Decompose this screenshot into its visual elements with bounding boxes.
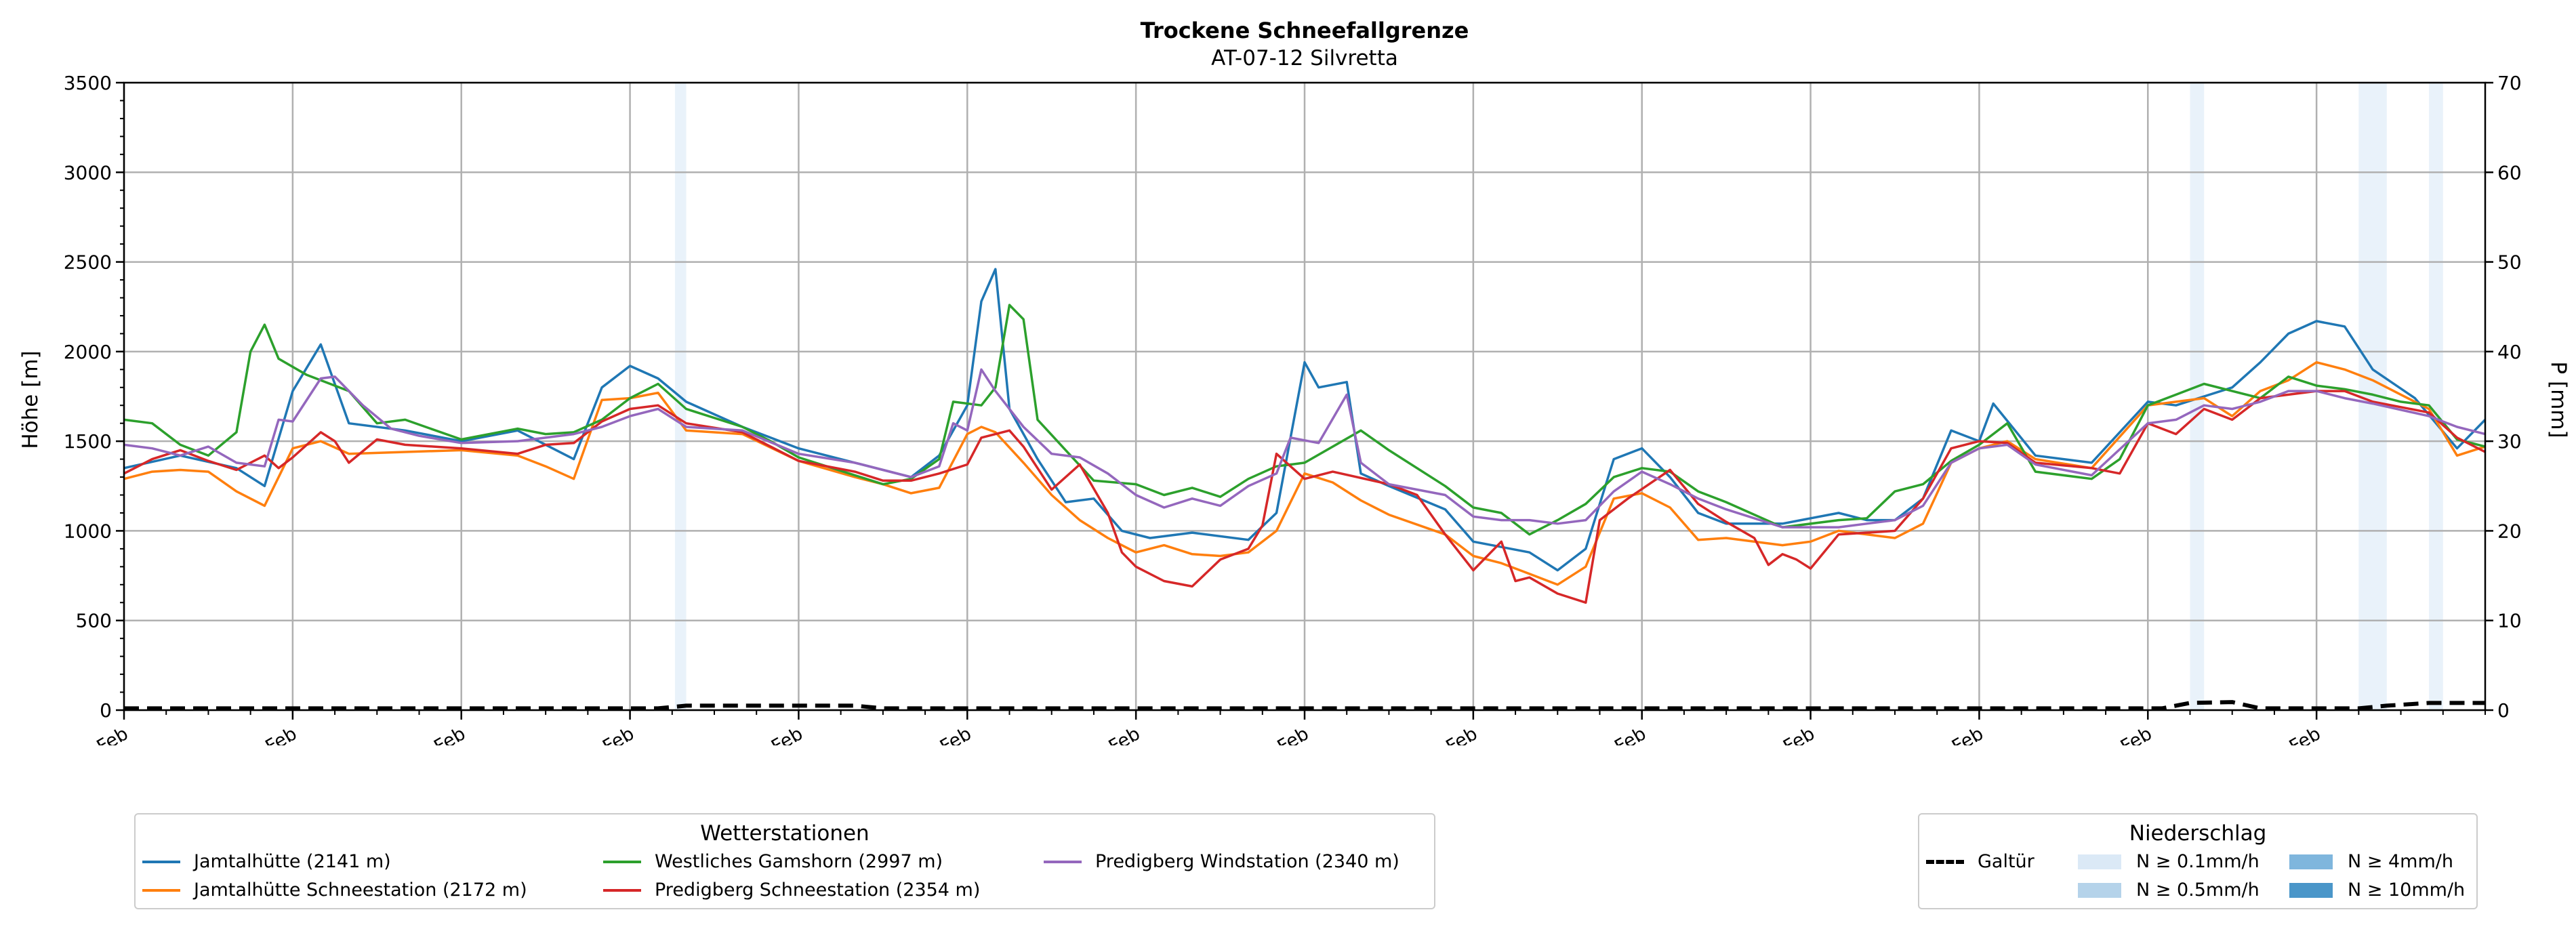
legend-item-jamtalhuette-schneestation: Jamtalhütte Schneestation (2172 m) (142, 880, 527, 901)
legend-item-westliches-gamshorn: Westliches Gamshorn (2997 m) (603, 851, 943, 872)
y2-tick-label: 60 (2497, 161, 2522, 184)
x-tick-label: 06.Feb12:00 (574, 723, 648, 745)
legend-swatch (1926, 859, 1964, 864)
legend-label: Predigberg Schneestation (2354 m) (655, 880, 981, 901)
stations-legend: Wetterstationen Jamtalhütte (2141 m) Jam… (134, 813, 1435, 909)
series-line (123, 304, 2486, 536)
x-tick-label: 08.Feb00:00 (1080, 723, 1154, 745)
y-tick-label: 1000 (64, 520, 112, 542)
legend-item-precip-01: N ≥ 0.1mm/h (2078, 851, 2260, 872)
y-tick-label: 2500 (64, 251, 112, 274)
y-tick-label: 2000 (64, 341, 112, 363)
y-tick-label: 1500 (64, 430, 112, 453)
series-line (124, 700, 2485, 711)
x-tick-label: 07.Feb12:00 (912, 723, 985, 745)
y2-tick-label: 10 (2497, 610, 2522, 632)
x-tick-label: 06.Feb00:00 (405, 723, 479, 745)
x-tick-label: 10.Feb00:00 (1755, 723, 1828, 745)
series-line (123, 360, 2486, 586)
x-tick-label: 11.Feb12:00 (2261, 723, 2335, 745)
legend-label: Jamtalhütte Schneestation (2172 m) (194, 880, 527, 901)
legend-label: Westliches Gamshorn (2997 m) (655, 851, 943, 872)
legend-swatch (2078, 854, 2121, 869)
precip-legend-title: Niederschlag (2129, 821, 2267, 846)
legend-label: Predigberg Windstation (2340 m) (1095, 851, 1399, 872)
legend-label: N ≥ 4mm/h (2348, 851, 2453, 872)
x-tick-label: 07.Feb00:00 (743, 723, 817, 745)
legend-label: Galtür (1978, 851, 2035, 872)
chart-subtitle: AT-07-12 Silvretta (1211, 46, 1398, 70)
legend-item-galtuer: Galtür (1926, 851, 2035, 872)
x-tick-label: 09.Feb12:00 (1586, 723, 1660, 745)
legend-swatch (603, 860, 641, 863)
legend-swatch (2078, 882, 2121, 898)
chart-title: Trockene Schneefallgrenze (1141, 18, 1469, 43)
precip-band (2190, 83, 2205, 710)
x-tick-label: 05.Feb12:00 (237, 723, 310, 745)
legend-label: N ≥ 0.1mm/h (2136, 851, 2260, 872)
y2-axis-label: P [mm] (2546, 361, 2571, 438)
y2-tick-label: 20 (2497, 520, 2522, 542)
stations-legend-title: Wetterstationen (700, 821, 870, 846)
y2-tick-label: 0 (2497, 699, 2510, 722)
legend-swatch (2289, 854, 2333, 869)
x-tick-label: 05.Feb00:00 (68, 723, 142, 745)
x-tick-label: 10.Feb12:00 (1923, 723, 1997, 745)
legend-item-precip-4: N ≥ 4mm/h (2289, 851, 2453, 872)
legend-item-jamtalhuette: Jamtalhütte (2141 m) (142, 851, 391, 872)
legend-label: N ≥ 10mm/h (2348, 880, 2466, 901)
y-tick-label: 500 (76, 610, 112, 632)
series-line (123, 268, 2487, 572)
series-line (123, 390, 2486, 604)
x-tick-label: 09.Feb00:00 (1417, 723, 1491, 745)
y2-tick-label: 70 (2497, 72, 2522, 94)
legend-label: N ≥ 0.5mm/h (2136, 880, 2260, 901)
legend-label: Jamtalhütte (2141 m) (194, 851, 391, 872)
series-line (123, 368, 2486, 529)
y2-tick-label: 40 (2497, 341, 2522, 363)
legend-item-precip-05: N ≥ 0.5mm/h (2078, 880, 2260, 901)
y2-tick-label: 50 (2497, 251, 2522, 274)
x-tick-label: 11.Feb00:00 (2092, 723, 2166, 745)
precip-legend: Niederschlag Galtür N ≥ 0.1mm/h N ≥ 0.5m… (1918, 813, 2478, 909)
legend-item-predigberg-windstation: Predigberg Windstation (2340 m) (1044, 851, 1399, 872)
snowfall-line-chart: Trockene Schneefallgrenze AT-07-12 Silvr… (18, 18, 2571, 745)
legend-swatch (2289, 882, 2333, 898)
x-tick-label: 08.Feb12:00 (1248, 723, 1322, 745)
y2-tick-label: 30 (2497, 430, 2522, 453)
legend-swatch (142, 860, 180, 863)
y-axis-label: Höhe [m] (18, 350, 43, 449)
y-tick-label: 3500 (64, 72, 112, 94)
y-tick-label: 0 (100, 699, 112, 722)
legend-item-precip-10: N ≥ 10mm/h (2289, 880, 2465, 901)
precip-band (2429, 83, 2443, 710)
legend-swatch (1044, 860, 1082, 863)
legend-swatch (603, 888, 641, 892)
y-tick-label: 3000 (64, 161, 112, 184)
legend-swatch (142, 888, 180, 892)
legend-item-predigberg-schneestation: Predigberg Schneestation (2354 m) (603, 880, 980, 901)
